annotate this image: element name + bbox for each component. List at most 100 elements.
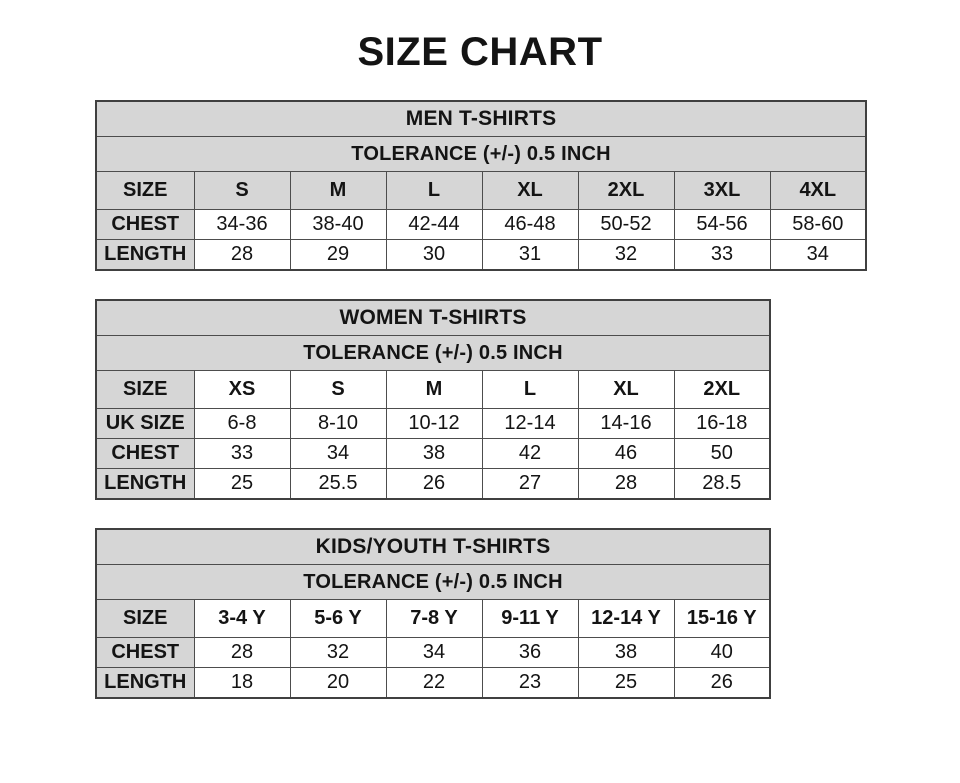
column-header-cell: M xyxy=(385,370,483,409)
column-header-cell: S xyxy=(193,171,291,210)
column-header-cell: 9-11 Y xyxy=(481,599,579,638)
measurement-cell: 25.5 xyxy=(289,468,387,500)
size-chart-page: SIZE CHART MEN T-SHIRTS TOLERANCE (+/-) 0… xyxy=(0,30,960,783)
measurement-cell: 30 xyxy=(385,239,483,271)
row-header-label: LENGTH xyxy=(95,468,195,500)
table-title-row: MEN T-SHIRTS xyxy=(95,100,867,137)
table-row: UK SIZE 6-8 8-10 10-12 12-14 14-16 16-18 xyxy=(95,408,771,439)
row-header-label: CHEST xyxy=(95,438,195,469)
measurement-cell: 8-10 xyxy=(289,408,387,439)
measurement-cell: 22 xyxy=(385,667,483,699)
measurement-cell: 27 xyxy=(481,468,579,500)
column-header-cell: 3XL xyxy=(673,171,771,210)
measurement-cell: 36 xyxy=(481,637,579,668)
row-header-label: CHEST xyxy=(95,209,195,240)
table-row: CHEST 34-36 38-40 42-44 46-48 50-52 54-56 58-60 xyxy=(95,209,867,240)
column-header-cell: 12-14 Y xyxy=(577,599,675,638)
measurement-cell: 26 xyxy=(385,468,483,500)
column-header-size: SIZE xyxy=(95,171,195,210)
measurement-cell: 10-12 xyxy=(385,408,483,439)
table-row: LENGTH 25 25.5 26 27 28 28.5 xyxy=(95,468,771,500)
column-header-cell: XL xyxy=(481,171,579,210)
measurement-cell: 54-56 xyxy=(673,209,771,240)
measurement-cell: 42-44 xyxy=(385,209,483,240)
page-title: SIZE CHART xyxy=(357,30,603,74)
column-header-cell: 4XL xyxy=(769,171,867,210)
measurement-cell: 58-60 xyxy=(769,209,867,240)
measurement-cell: 34 xyxy=(769,239,867,271)
table-title: WOMEN T-SHIRTS xyxy=(95,299,771,336)
measurement-cell: 28 xyxy=(577,468,675,500)
measurement-cell: 38 xyxy=(577,637,675,668)
measurement-cell: 14-16 xyxy=(577,408,675,439)
tolerance-note: TOLERANCE (+/-) 0.5 INCH xyxy=(95,136,867,172)
measurement-cell: 25 xyxy=(577,667,675,699)
row-header-label: UK SIZE xyxy=(95,408,195,439)
tolerance-row: TOLERANCE (+/-) 0.5 INCH xyxy=(95,564,771,600)
column-header-cell: M xyxy=(289,171,387,210)
row-header-label: LENGTH xyxy=(95,667,195,699)
tolerance-row: TOLERANCE (+/-) 0.5 INCH xyxy=(95,136,867,172)
size-table-kids-youth-t-shirts: KIDS/YOUTH T-SHIRTS TOLERANCE (+/-) 0.5 I… xyxy=(95,528,772,699)
measurement-cell: 20 xyxy=(289,667,387,699)
measurement-cell: 28.5 xyxy=(673,468,771,500)
column-header-cell: 15-16 Y xyxy=(673,599,771,638)
measurement-cell: 46-48 xyxy=(481,209,579,240)
table-title: MEN T-SHIRTS xyxy=(95,100,867,137)
column-header-cell: XL xyxy=(577,370,675,409)
table-row: LENGTH 28 29 30 31 32 33 34 xyxy=(95,239,867,271)
measurement-cell: 50 xyxy=(673,438,771,469)
measurement-cell: 40 xyxy=(673,637,771,668)
row-header-label: CHEST xyxy=(95,637,195,668)
measurement-cell: 34 xyxy=(385,637,483,668)
size-table-women-t-shirts: WOMEN T-SHIRTS TOLERANCE (+/-) 0.5 INCH SI… xyxy=(95,299,772,500)
measurement-cell: 26 xyxy=(673,667,771,699)
column-header-cell: 2XL xyxy=(673,370,771,409)
column-header-size: SIZE xyxy=(95,370,195,409)
column-header-cell: 3-4 Y xyxy=(193,599,291,638)
table-title-row: KIDS/YOUTH T-SHIRTS xyxy=(95,528,771,565)
measurement-cell: 31 xyxy=(481,239,579,271)
measurement-cell: 12-14 xyxy=(481,408,579,439)
measurement-cell: 28 xyxy=(193,239,291,271)
measurement-cell: 23 xyxy=(481,667,579,699)
table-row: CHEST 28 32 34 36 38 40 xyxy=(95,637,771,668)
measurement-cell: 34 xyxy=(289,438,387,469)
measurement-cell: 46 xyxy=(577,438,675,469)
measurement-cell: 38 xyxy=(385,438,483,469)
column-header-cell: S xyxy=(289,370,387,409)
measurement-cell: 18 xyxy=(193,667,291,699)
column-header-cell: L xyxy=(385,171,483,210)
table-row: LENGTH 18 20 22 23 25 26 xyxy=(95,667,771,699)
table-row: CHEST 33 34 38 42 46 50 xyxy=(95,438,771,469)
tolerance-row: TOLERANCE (+/-) 0.5 INCH xyxy=(95,335,771,371)
column-header-cell: L xyxy=(481,370,579,409)
size-table-men-t-shirts: MEN T-SHIRTS TOLERANCE (+/-) 0.5 INCH SIZE… xyxy=(95,100,868,271)
size-tables-container: MEN T-SHIRTS TOLERANCE (+/-) 0.5 INCH SIZE… xyxy=(0,100,960,699)
measurement-cell: 29 xyxy=(289,239,387,271)
column-header-cell: 2XL xyxy=(577,171,675,210)
measurement-cell: 33 xyxy=(193,438,291,469)
measurement-cell: 6-8 xyxy=(193,408,291,439)
column-header-size: SIZE xyxy=(95,599,195,638)
column-header-row: SIZE XS S M L XL 2XL xyxy=(95,370,771,409)
measurement-cell: 50-52 xyxy=(577,209,675,240)
tolerance-note: TOLERANCE (+/-) 0.5 INCH xyxy=(95,564,771,600)
measurement-cell: 28 xyxy=(193,637,291,668)
row-header-label: LENGTH xyxy=(95,239,195,271)
column-header-cell: XS xyxy=(193,370,291,409)
table-title-row: WOMEN T-SHIRTS xyxy=(95,299,771,336)
measurement-cell: 16-18 xyxy=(673,408,771,439)
measurement-cell: 33 xyxy=(673,239,771,271)
table-title: KIDS/YOUTH T-SHIRTS xyxy=(95,528,771,565)
measurement-cell: 32 xyxy=(577,239,675,271)
measurement-cell: 25 xyxy=(193,468,291,500)
column-header-cell: 5-6 Y xyxy=(289,599,387,638)
measurement-cell: 34-36 xyxy=(193,209,291,240)
measurement-cell: 32 xyxy=(289,637,387,668)
column-header-cell: 7-8 Y xyxy=(385,599,483,638)
measurement-cell: 38-40 xyxy=(289,209,387,240)
column-header-row: SIZE S M L XL 2XL 3XL 4XL xyxy=(95,171,867,210)
measurement-cell: 42 xyxy=(481,438,579,469)
column-header-row: SIZE 3-4 Y 5-6 Y 7-8 Y 9-11 Y 12-14 Y 15-16 Y xyxy=(95,599,771,638)
